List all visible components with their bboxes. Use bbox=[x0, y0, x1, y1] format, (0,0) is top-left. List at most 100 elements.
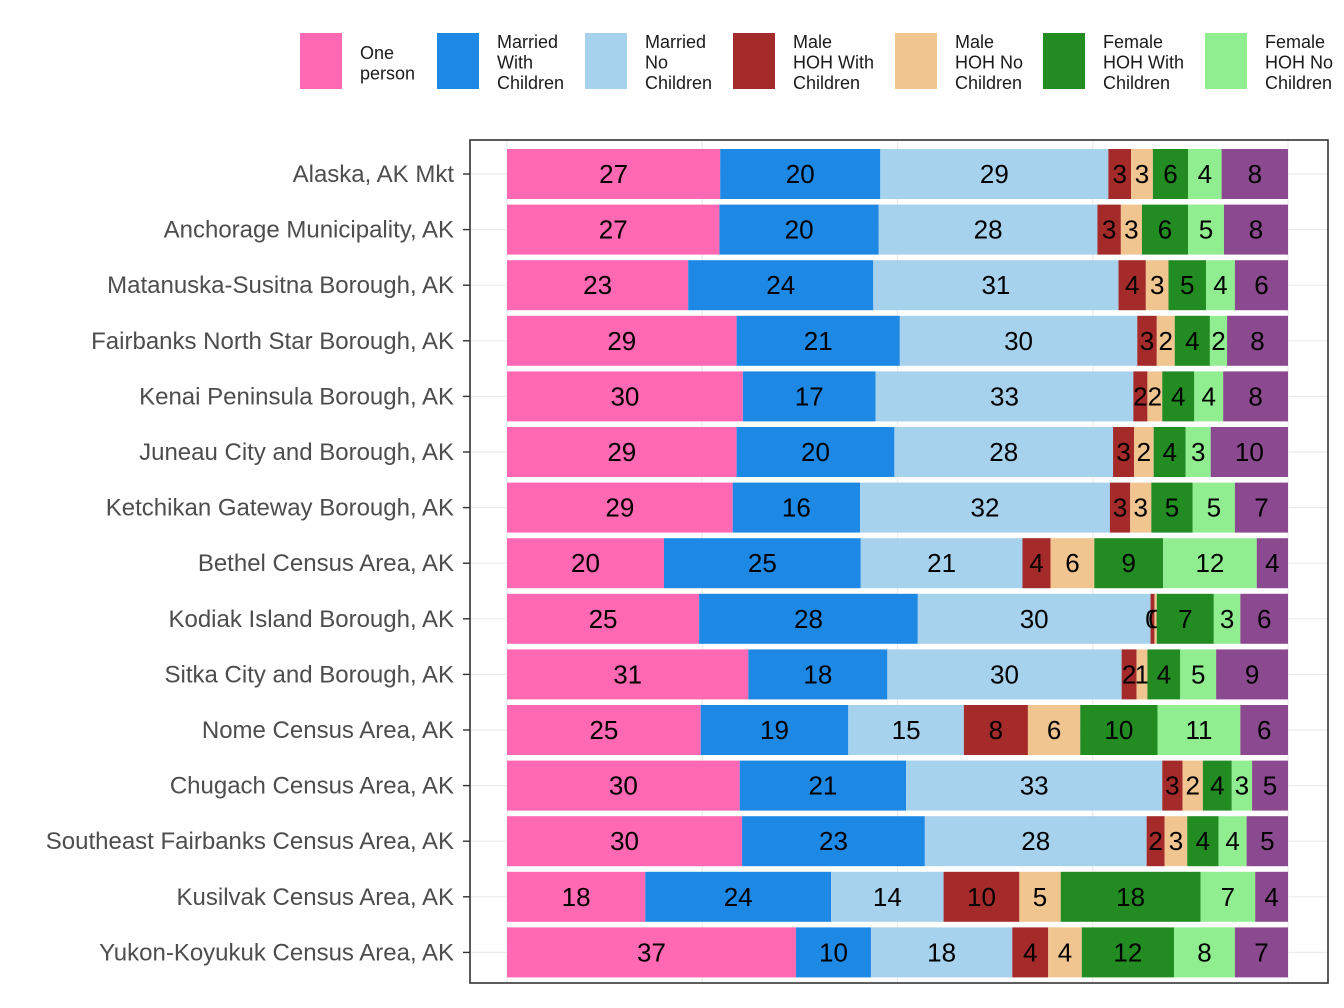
data-label: 14 bbox=[873, 882, 902, 912]
bar-segment bbox=[1109, 482, 1131, 533]
bar-segment bbox=[963, 705, 1028, 755]
bar-segment bbox=[831, 871, 944, 922]
bar-segment bbox=[1118, 260, 1146, 311]
data-label: 17 bbox=[795, 381, 824, 411]
data-label: 30 bbox=[990, 659, 1019, 689]
bar-segment bbox=[860, 538, 1023, 589]
data-label: 2 bbox=[1211, 326, 1225, 356]
data-label: 8 bbox=[1250, 326, 1264, 356]
data-label: 18 bbox=[927, 937, 956, 967]
data-label: 3 bbox=[1150, 270, 1164, 300]
data-label: 18 bbox=[803, 659, 832, 689]
legend-label: Male bbox=[955, 32, 994, 52]
bar-segment bbox=[1223, 371, 1288, 422]
data-label: 1 bbox=[1135, 659, 1149, 689]
legend-key bbox=[895, 33, 937, 89]
bar-segment bbox=[1145, 260, 1169, 311]
data-label: 24 bbox=[724, 882, 753, 912]
data-label: 3 bbox=[1191, 437, 1205, 467]
y-tick-label: Kusilvak Census Area, AK bbox=[177, 884, 454, 911]
data-label: 3 bbox=[1134, 493, 1148, 523]
bar-segment bbox=[699, 593, 918, 644]
legend-key bbox=[733, 33, 775, 89]
legend-label: HOH No bbox=[955, 53, 1023, 73]
bar-row: 18 24 14 10 5 18 7 4 bbox=[507, 871, 1288, 922]
data-label: 33 bbox=[990, 381, 1019, 411]
data-label: 18 bbox=[1116, 882, 1145, 912]
data-label: 2 bbox=[1133, 381, 1147, 411]
legend-label: HOH With bbox=[793, 53, 874, 73]
bar-segment bbox=[1060, 871, 1201, 922]
bar-segment bbox=[736, 315, 900, 366]
bar-segment bbox=[1240, 593, 1288, 644]
data-label: 3 bbox=[1165, 771, 1179, 801]
legend-key bbox=[300, 33, 342, 89]
data-label: 4 bbox=[1265, 548, 1279, 578]
bar-segment bbox=[507, 371, 743, 422]
data-label: 20 bbox=[785, 215, 814, 245]
data-label: 3 bbox=[1102, 215, 1116, 245]
data-label: 4 bbox=[1196, 826, 1210, 856]
bar-segment bbox=[507, 427, 737, 477]
data-label: 6 bbox=[1257, 604, 1271, 634]
legend-label: No bbox=[645, 53, 668, 73]
data-label: 3 bbox=[1112, 159, 1126, 189]
bar-segment bbox=[1162, 371, 1195, 422]
legend-key bbox=[1043, 33, 1085, 89]
data-label: 21 bbox=[808, 771, 837, 801]
data-label: 7 bbox=[1254, 937, 1268, 967]
data-label: 25 bbox=[748, 548, 777, 578]
data-label: 6 bbox=[1163, 159, 1177, 189]
data-label: 15 bbox=[892, 715, 921, 745]
data-label: 4 bbox=[1225, 826, 1239, 856]
bar-segment bbox=[943, 871, 1020, 922]
data-label: 2 bbox=[1122, 659, 1136, 689]
bar-row: 23 24 31 4 3 5 4 6 bbox=[507, 260, 1288, 311]
bar-segment bbox=[1156, 315, 1175, 366]
data-label: 21 bbox=[804, 326, 833, 356]
bar-segment bbox=[507, 538, 664, 589]
bar-segment bbox=[1147, 649, 1181, 700]
data-label: 31 bbox=[613, 659, 642, 689]
bar-segment bbox=[1121, 649, 1137, 700]
data-label: 8 bbox=[1248, 159, 1262, 189]
bar-segment bbox=[1134, 427, 1154, 477]
bar-segment bbox=[1231, 760, 1253, 811]
bar-segment bbox=[742, 816, 925, 867]
data-label: 28 bbox=[989, 437, 1018, 467]
bar-segment bbox=[507, 705, 701, 755]
bar-segment bbox=[1113, 427, 1135, 477]
bar-segment bbox=[1137, 315, 1157, 366]
data-label: 3 bbox=[1113, 493, 1127, 523]
data-label: 5 bbox=[1033, 882, 1047, 912]
bar-segment bbox=[1234, 927, 1288, 978]
bar-segment bbox=[507, 260, 689, 311]
y-tick-label: Alaska, AK Mkt bbox=[293, 161, 455, 188]
bar-segment bbox=[878, 204, 1098, 255]
bar-segment bbox=[1200, 871, 1256, 922]
bar-segment bbox=[1141, 204, 1189, 255]
bar-segment bbox=[1164, 816, 1188, 867]
bar-segment bbox=[1152, 149, 1189, 199]
panel-border bbox=[469, 139, 1329, 984]
data-label: 29 bbox=[607, 326, 636, 356]
data-label: 7 bbox=[1178, 604, 1192, 634]
bar-row: 25 19 15 8 6 10 11 6 bbox=[507, 705, 1288, 755]
bar-segment bbox=[507, 760, 740, 811]
bar-segment bbox=[1188, 204, 1224, 255]
y-tick-label: Bethel Census Area, AK bbox=[198, 550, 454, 577]
data-label: 23 bbox=[819, 826, 848, 856]
bar-row: 30 23 28 2 3 4 4 5 bbox=[507, 816, 1288, 867]
bar-segment bbox=[720, 149, 881, 199]
legend-label: Female bbox=[1265, 32, 1325, 52]
data-label: 10 bbox=[819, 937, 848, 967]
data-label: 7 bbox=[1254, 493, 1268, 523]
bar-segment bbox=[1209, 315, 1228, 366]
y-tick-label: Sitka City and Borough, AK bbox=[165, 661, 455, 688]
y-tick-label: Nome Census Area, AK bbox=[202, 717, 454, 744]
